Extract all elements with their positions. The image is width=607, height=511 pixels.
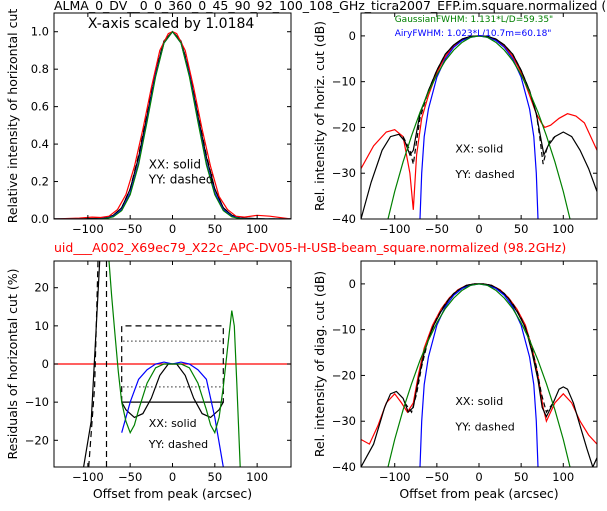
y-axis-label: Rel. intensity of horiz. cut (dB): [312, 21, 327, 211]
y-tick-label: −20: [25, 433, 49, 447]
series-line-3: [419, 283, 539, 467]
x-axis-label: Offset from peak (arcsec): [93, 486, 252, 501]
series-line-0: [54, 30, 291, 219]
plot-area: [361, 35, 597, 219]
y-tick-label: −40: [332, 460, 356, 474]
annotation-text: YY: dashed: [148, 438, 208, 451]
annotation-text: GaussianFWHM: 1.131*L/D=59.35": [395, 15, 553, 25]
series-line-1: [361, 35, 597, 219]
y-tick-label: −20: [332, 120, 356, 134]
annotation-text: AiryFWHM: 1.023*L/10.7m=60.18": [395, 29, 552, 39]
plot-area: [54, 261, 291, 467]
x-tick-label: 100: [246, 470, 268, 484]
series-line-4: [387, 283, 571, 467]
figure-title-mid: uid___A002_X69ec79_X22c_APC-DV05-H-USB-b…: [54, 240, 566, 255]
y-tick-label: 0.2: [31, 175, 49, 189]
series-line-1: [361, 283, 597, 467]
y-tick-label: 0.8: [31, 62, 49, 76]
figure-title-top: ALMA_0_DV__0_0_360_0_45_90_92_100_108_GH…: [54, 0, 606, 13]
series-line-1: [54, 30, 291, 219]
x-tick-label: 50: [208, 470, 223, 484]
annotation-text: X-axis scaled by 1.0184: [88, 16, 255, 32]
series-line-3: [121, 325, 224, 403]
plot-area: [361, 283, 597, 467]
series-line-9: [108, 261, 241, 467]
x-tick-label: 100: [552, 222, 574, 236]
y-tick-label: −40: [332, 212, 356, 226]
series-line-4: [88, 261, 99, 467]
series-line-3: [419, 35, 539, 219]
annotation-text: YY: dashed: [454, 168, 514, 181]
y-axis-label: Residuals of horizontal cut (%): [5, 269, 20, 460]
axes-frame: [53, 12, 292, 220]
y-tick-label: −30: [332, 414, 356, 428]
plot-area: [54, 30, 291, 219]
y-tick-label: −10: [25, 395, 49, 409]
x-tick-label: 0: [169, 470, 176, 484]
annotation-text: YY: dashed: [148, 172, 214, 186]
y-axis-label: Relative intensity of horizontal cut: [5, 9, 20, 224]
x-tick-label: 100: [552, 470, 574, 484]
y-tick-label: 0.0: [31, 212, 49, 226]
panel-tl: −100 −50 0 50 100 0.0 0.2 0.4 0.6 0.8 1.0 Relative …: [5, 9, 292, 236]
annotation-text: XX: solid: [455, 143, 503, 156]
series-line-2: [404, 283, 554, 414]
annotation-text: YY: dashed: [454, 420, 514, 433]
y-tick-label: −10: [332, 75, 356, 89]
axes-frame: [360, 12, 598, 220]
y-tick-label: 0: [349, 277, 356, 291]
y-tick-label: 10: [34, 319, 49, 333]
x-tick-label: 0: [169, 222, 176, 236]
x-tick-label: 100: [246, 222, 268, 236]
x-tick-label: 0: [475, 470, 482, 484]
x-axis-label: Offset from peak (arcsec): [399, 486, 558, 501]
annotation-text: XX: solid: [455, 395, 503, 408]
x-tick-label: −100: [379, 222, 411, 236]
series-line-1: [121, 363, 224, 419]
y-tick-label: 0: [349, 29, 356, 43]
x-tick-label: −100: [72, 470, 104, 484]
y-tick-label: −30: [332, 166, 356, 180]
x-tick-label: −100: [72, 222, 104, 236]
y-tick-label: −10: [332, 323, 356, 337]
y-tick-label: 0.4: [31, 137, 49, 151]
series-line-3: [54, 30, 291, 219]
x-tick-label: −50: [118, 470, 142, 484]
x-tick-label: −50: [425, 222, 449, 236]
y-tick-label: 0: [42, 357, 49, 371]
x-tick-label: −100: [379, 470, 411, 484]
x-tick-label: −50: [118, 222, 142, 236]
annotation-text: XX: solid: [149, 157, 201, 171]
x-tick-label: 50: [514, 222, 529, 236]
series-line-4: [387, 35, 571, 219]
annotation-text: XX: solid: [149, 417, 197, 430]
y-tick-label: 1.0: [31, 25, 49, 39]
x-tick-label: 0: [475, 222, 482, 236]
x-tick-label: 50: [514, 470, 529, 484]
y-axis-label: Rel. intensity of diag. cut (dB): [312, 271, 327, 457]
x-tick-label: 50: [208, 222, 223, 236]
series-line-2: [54, 31, 291, 219]
series-line-2: [83, 261, 101, 467]
series-line-4: [54, 30, 291, 219]
axes-frame: [360, 260, 598, 468]
y-tick-label: 20: [34, 281, 49, 295]
y-tick-label: −20: [332, 368, 356, 382]
x-tick-label: −50: [425, 470, 449, 484]
y-tick-label: 0.6: [31, 100, 49, 114]
